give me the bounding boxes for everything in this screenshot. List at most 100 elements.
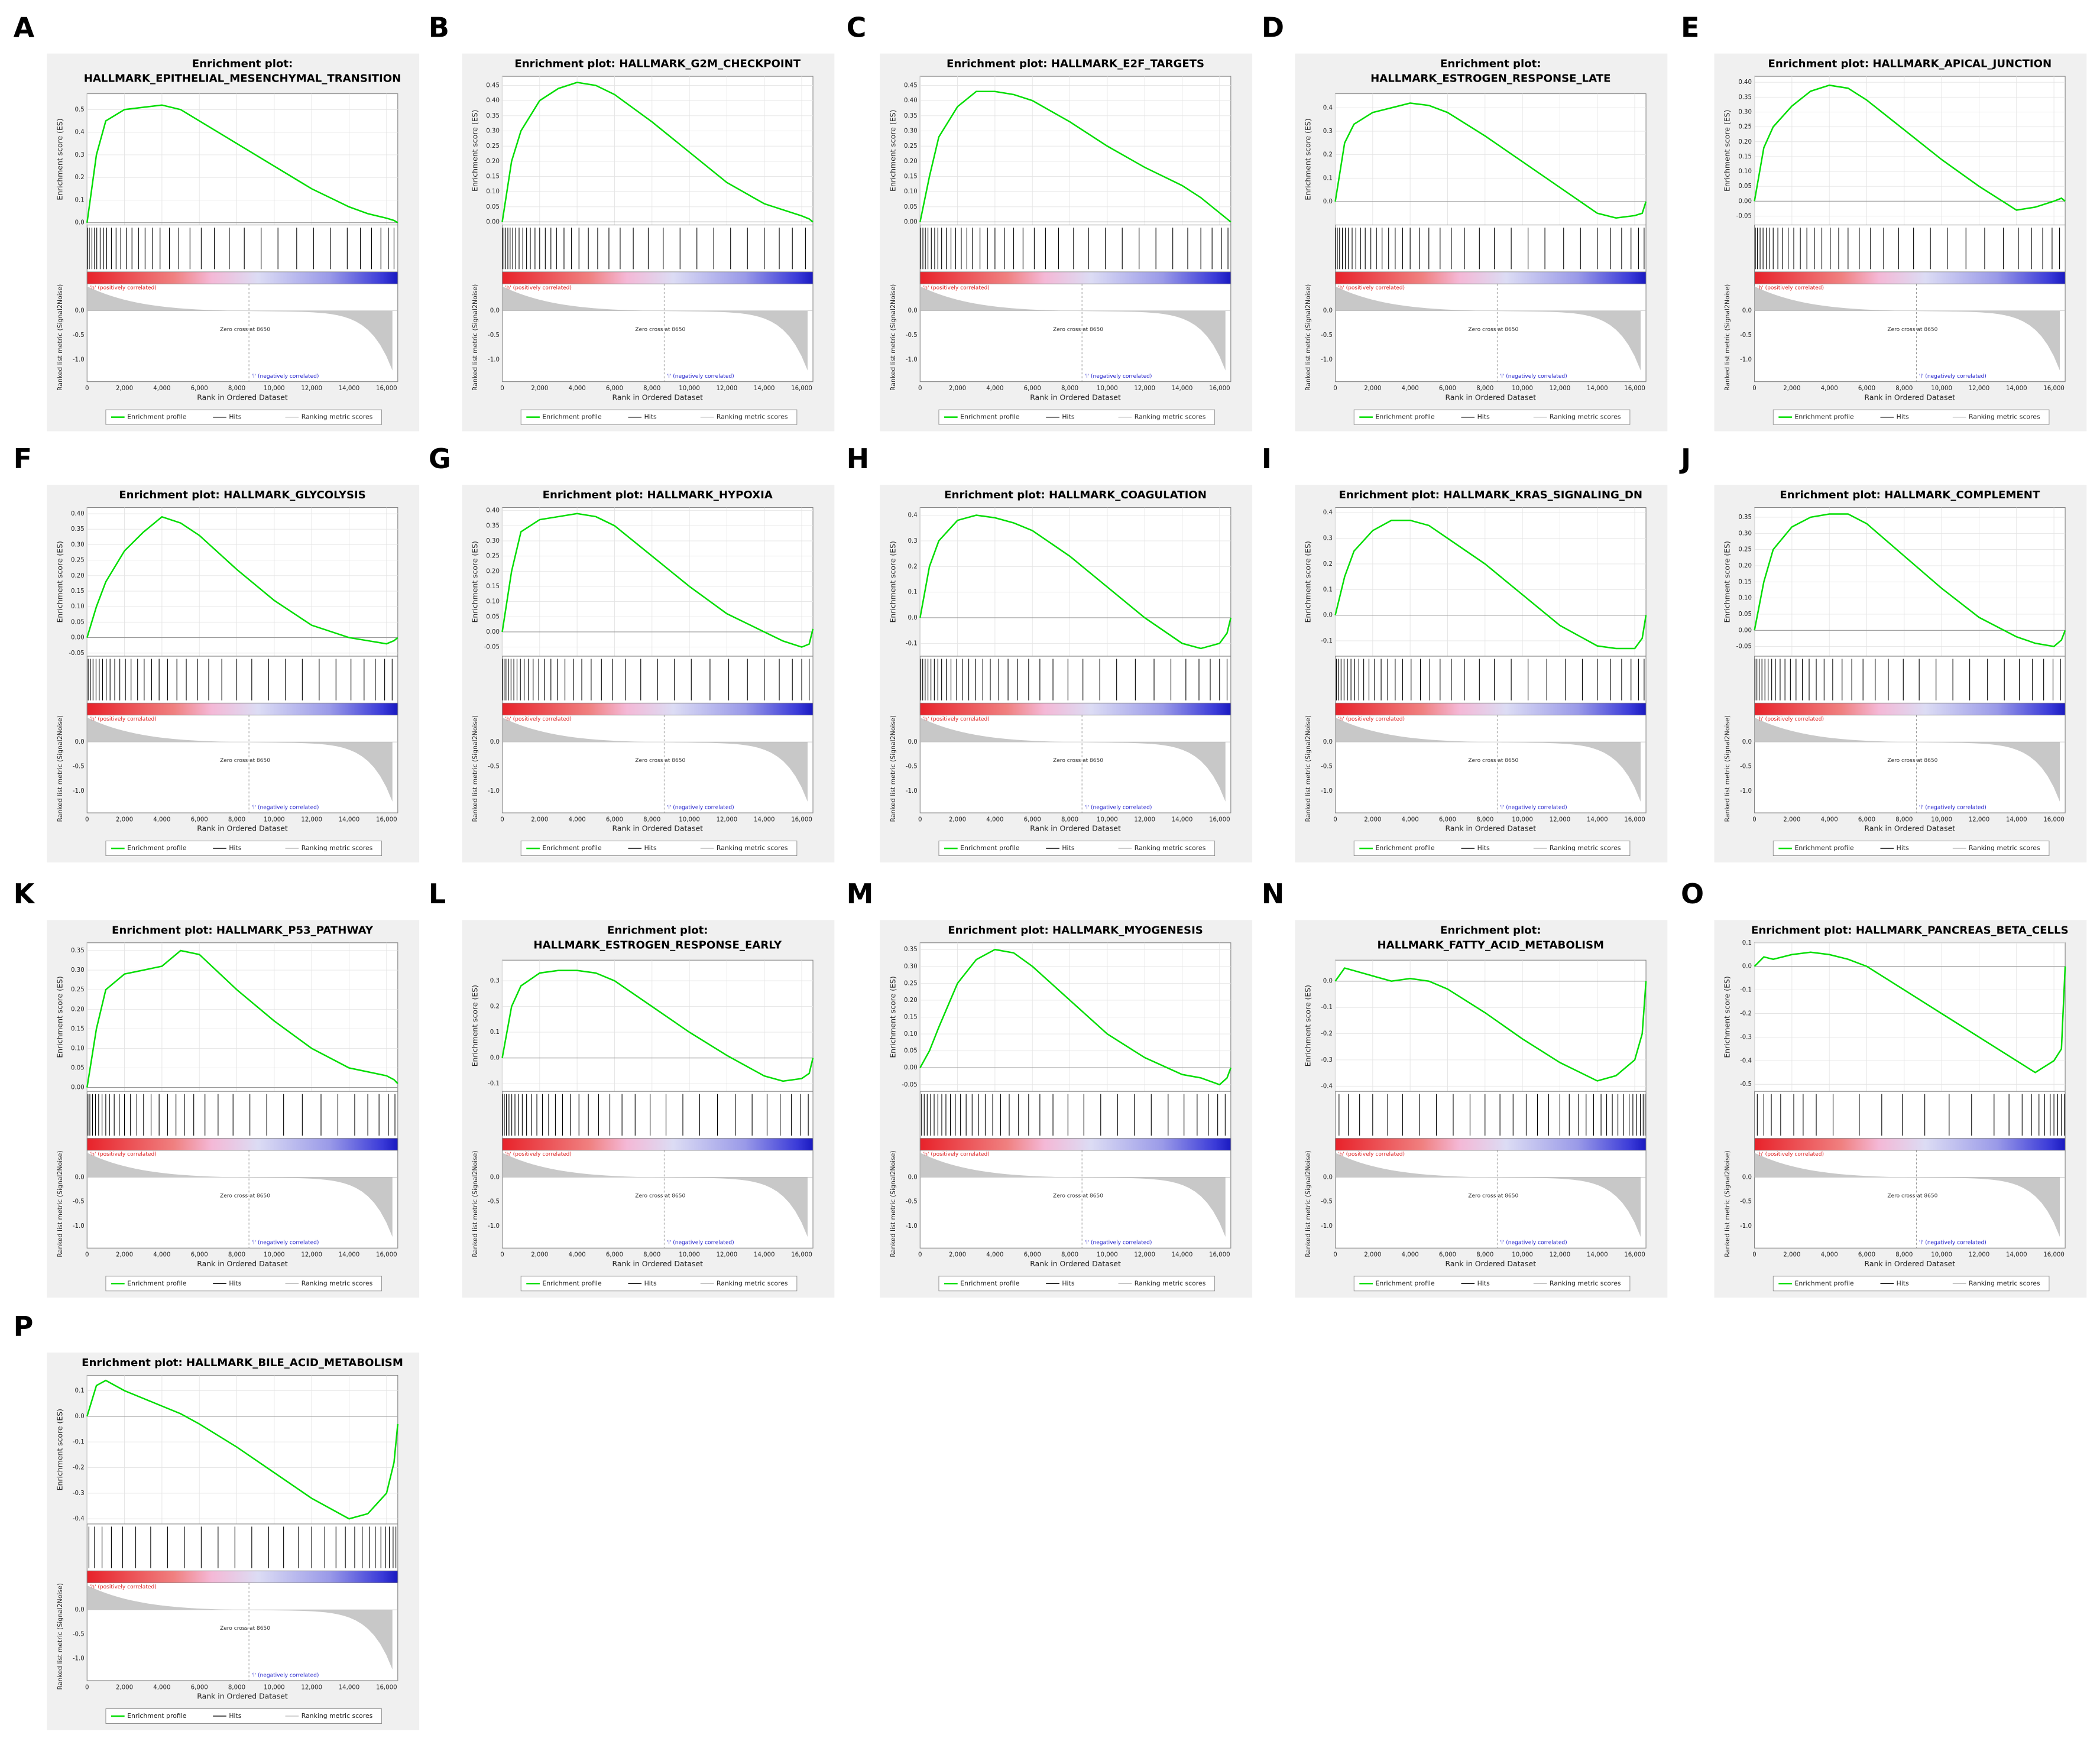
x-tick-label: 16,000	[2043, 385, 2065, 392]
panel: Enrichment plot: HALLMARK_MYOGENESIS 0 2,0…	[880, 920, 1253, 1298]
metric-area	[87, 717, 393, 802]
legend-box	[1353, 841, 1631, 856]
y-tick-label: 0.35	[904, 946, 918, 953]
x-tick-label: 6,000	[606, 816, 623, 823]
x-tick-label: 4,000	[569, 1252, 586, 1259]
y-tick-label: 0.05	[486, 614, 500, 620]
legend-box	[938, 841, 1216, 856]
y-tick-label: 0.10	[486, 189, 500, 195]
legend-label: Enrichment profile	[542, 413, 602, 421]
x-tick-label: 0	[500, 385, 504, 392]
y-tick-label: -0.2	[1740, 1011, 1752, 1017]
y-tick-label: 0.3	[908, 538, 918, 544]
y-tick-label: 0.00	[904, 219, 918, 225]
y-tick-label: 0.15	[71, 1026, 85, 1032]
x-tick-label: 8,000	[1476, 816, 1493, 823]
legend-box	[1772, 841, 2050, 856]
y-tick-label: 0.05	[1738, 183, 1752, 190]
legend-label: Enrichment profile	[127, 413, 187, 421]
legend-label: Ranking metric scores	[1135, 1279, 1206, 1287]
plot-bg	[86, 942, 398, 1249]
enrichment-line	[86, 515, 398, 645]
y-tick-label: -0.4	[1740, 1058, 1752, 1064]
x-tick-label: 16,000	[791, 1252, 812, 1259]
x-tick-label: 0	[1752, 385, 1756, 392]
y-tick-label: 0.40	[71, 511, 85, 517]
legend-label: Enrichment profile	[127, 1712, 187, 1720]
chart-title: Enrichment plot: HALLMARK_G2M_CHECKPOINT	[514, 58, 801, 70]
heat-bar	[1754, 1138, 2066, 1151]
zero-cross-label: Zero cross at 8650	[220, 1626, 270, 1632]
y-tick-label: 0.00	[486, 629, 500, 635]
metric-axis-label: Ranked list metric (Signal2Noise)	[1304, 284, 1312, 391]
x-tick-label: 2,000	[116, 1684, 133, 1691]
x-tick-label: 6,000	[1858, 385, 1875, 392]
y-tick-label: 0.15	[71, 588, 85, 595]
x-tick-label: 0	[1752, 816, 1756, 823]
chart-title: Enrichment plot: HALLMARK_APICAL_JUNCTIO…	[1768, 58, 2052, 70]
x-tick-label: 14,000	[1172, 385, 1193, 392]
metric-axis-label: Ranked list metric (Signal2Noise)	[1304, 715, 1312, 822]
x-tick-label: 4,000	[153, 1252, 170, 1259]
metric-tick-label: -0.5	[1321, 763, 1333, 770]
legend-label: Ranking metric scores	[1550, 844, 1621, 852]
y-tick-label: 0.3	[1323, 128, 1333, 135]
y-tick-label: 0.25	[904, 980, 918, 987]
x-tick-label: 10,000	[264, 1252, 285, 1259]
legend-box	[938, 409, 1216, 425]
metric-tick-label: -1.0	[73, 788, 85, 795]
legend-box	[105, 841, 383, 856]
x-tick-label: 16,000	[376, 1684, 397, 1691]
x-tick-label: 6,000	[191, 1684, 208, 1691]
y-tick-label: -0.4	[1321, 1083, 1333, 1089]
legend-label: Enrichment profile	[127, 844, 187, 852]
y-tick-label: -0.1	[1321, 1004, 1333, 1011]
x-tick-label: 2,000	[1364, 816, 1381, 823]
x-tick-label: 6,000	[191, 816, 208, 823]
neg-label: 'l' (negatively correlated)	[667, 805, 734, 810]
legend-label: Hits	[1897, 413, 1909, 421]
chart-title: Enrichment plot:	[1440, 58, 1541, 70]
neg-label: 'l' (negatively correlated)	[1500, 374, 1567, 380]
x-tick-label: 12,000	[1134, 816, 1155, 823]
x-tick-label: 2,000	[531, 1252, 548, 1259]
metric-axis-label: Ranked list metric (Signal2Noise)	[1723, 1150, 1731, 1257]
x-tick-label: 12,000	[301, 1684, 322, 1691]
panel-letter: H	[847, 443, 870, 475]
es-axis-label: Enrichment score (ES)	[471, 541, 479, 622]
es-axis-label: Enrichment score (ES)	[55, 1409, 64, 1490]
x-tick-label: 4,000	[1821, 1252, 1838, 1259]
x-tick-label: 16,000	[1624, 385, 1645, 392]
legend-box	[520, 841, 798, 856]
metric-tick-label: -0.5	[73, 1631, 85, 1637]
y-tick-label: 0.35	[1738, 94, 1752, 100]
legend-label: Hits	[229, 1279, 241, 1287]
panel: Enrichment plot: HALLMARK_BILE_ACID_META…	[47, 1352, 420, 1730]
x-tick-label: 10,000	[1931, 385, 1952, 392]
zero-cross-label: Zero cross at 8650	[220, 758, 270, 764]
zero-cross-label: Zero cross at 8650	[1053, 758, 1103, 764]
metric-tick-label: 0.0	[1323, 308, 1333, 314]
x-tick-label: 4,000	[1402, 1252, 1419, 1259]
x-tick-label: 6,000	[606, 1252, 623, 1259]
enrichment-line	[919, 90, 1232, 223]
x-tick-label: 2,000	[1364, 385, 1381, 392]
y-tick-label: 0.1	[1742, 940, 1752, 946]
heat-bar	[502, 271, 814, 284]
x-tick-label: 12,000	[717, 1252, 738, 1259]
legend-box	[1772, 409, 2050, 425]
y-tick-label: 0.10	[1738, 595, 1752, 602]
enrichment-line	[86, 104, 398, 223]
plot-bg	[86, 507, 398, 813]
metric-axis-label: Ranked list metric (Signal2Noise)	[889, 715, 897, 822]
x-axis-label: Rank in Ordered Dataset	[1030, 1259, 1121, 1268]
x-tick-label: 6,000	[191, 1252, 208, 1259]
legend-label: Hits	[229, 844, 241, 852]
x-tick-label: 16,000	[1209, 816, 1230, 823]
panel-letter: D	[1262, 11, 1284, 43]
heat-bar	[1754, 271, 2066, 284]
legend-label: Hits	[1062, 413, 1074, 421]
chart-title: Enrichment plot: HALLMARK_COMPLEMENT	[1780, 489, 2040, 501]
y-tick-label: 0.10	[1738, 168, 1752, 175]
